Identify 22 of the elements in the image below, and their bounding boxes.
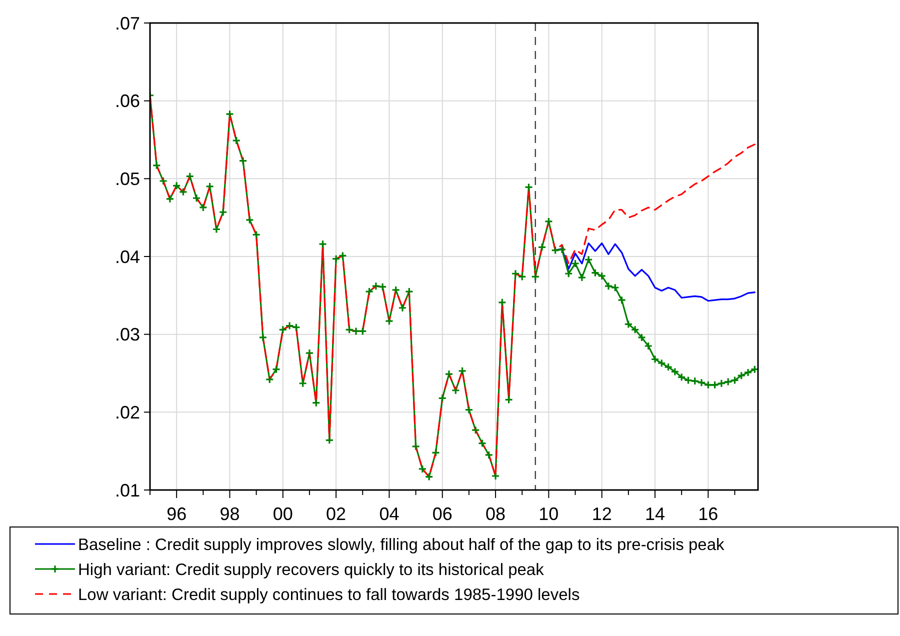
legend-label: Low variant: Credit supply continues to fall towards 1985-1990 levels [78, 586, 580, 604]
y-tick-label: .05 [114, 168, 140, 189]
legend-label: Baseline : Credit supply improves slowly, filling about half of the gap to its pre-crisis peak [78, 536, 725, 554]
line-series [554, 242, 756, 302]
x-tick-label: 08 [486, 504, 506, 524]
y-tick-label: .06 [114, 91, 140, 112]
x-tick-label: 00 [272, 504, 293, 524]
x-tick-label: 96 [166, 504, 187, 524]
y-tick-label: .04 [114, 246, 140, 267]
x-tick-label: 04 [379, 504, 400, 524]
legend-label: High variant: Credit supply recovers quickly to its historical peak [78, 560, 545, 579]
x-tick-label: 98 [220, 504, 240, 524]
x-tick-label: 12 [592, 504, 612, 524]
y-tick-label: .07 [114, 13, 140, 34]
x-tick-label: 10 [538, 504, 559, 524]
x-tick-label: 02 [326, 504, 346, 524]
y-tick-label: .01 [114, 480, 140, 500]
x-tick-label: 16 [698, 504, 718, 524]
x-tick-label: 14 [644, 504, 666, 524]
y-tick-label: .03 [114, 324, 140, 345]
x-tick-label: 06 [432, 504, 452, 524]
y-tick-label: .02 [114, 402, 140, 422]
